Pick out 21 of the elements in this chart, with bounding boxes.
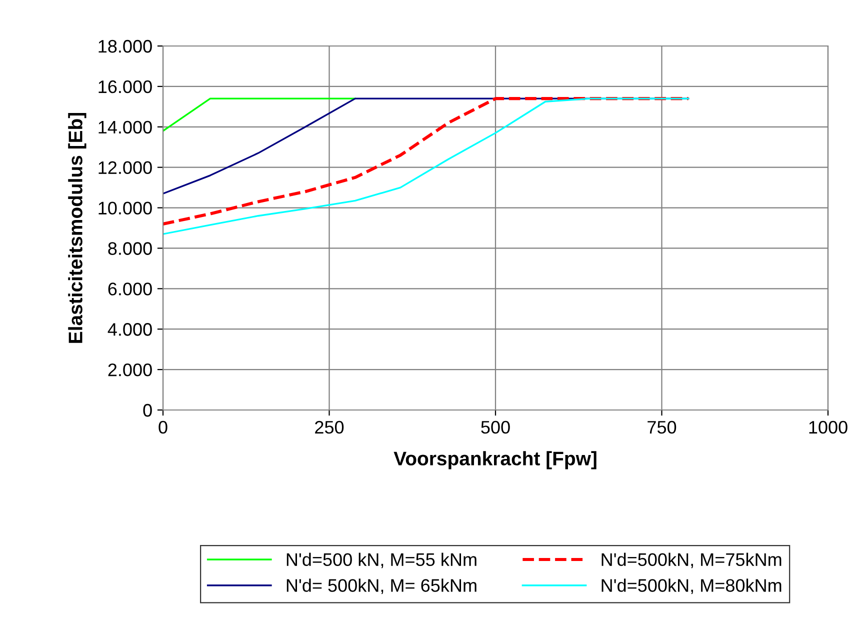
legend-label: N'd=500kN, M=75kNm	[602, 552, 782, 568]
x-tick-label: 250	[315, 420, 344, 434]
y-tick-label: 16.000	[98, 80, 152, 94]
legend-label: N'd= 500kN, M= 65kNm	[286, 578, 476, 594]
x-tick-label: 0	[158, 420, 168, 434]
y-axis-title: Elasticiteitsmodulus [Eb]	[68, 112, 86, 343]
x-tick-label: 750	[648, 420, 676, 434]
y-tick-label: 0	[143, 404, 152, 417]
y-tick-label: 6.000	[108, 282, 152, 296]
y-tick-label: 4.000	[108, 323, 152, 336]
y-tick-label: 14.000	[98, 120, 152, 134]
x-axis-title: Voorspankracht [Fpw]	[394, 451, 596, 470]
y-tick-label: 18.000	[98, 40, 152, 53]
y-tick-label: 8.000	[108, 242, 152, 255]
legend-label: N'd=500 kN, M=55 kNm	[286, 552, 476, 568]
y-tick-label: 12.000	[98, 161, 152, 174]
legend-label: N'd=500kN, M=80kNm	[602, 578, 782, 594]
x-tick-label: 500	[481, 420, 510, 434]
y-tick-label: 2.000	[108, 363, 152, 376]
x-tick-label: 1000	[809, 420, 848, 434]
y-tick-label: 10.000	[98, 202, 152, 214]
